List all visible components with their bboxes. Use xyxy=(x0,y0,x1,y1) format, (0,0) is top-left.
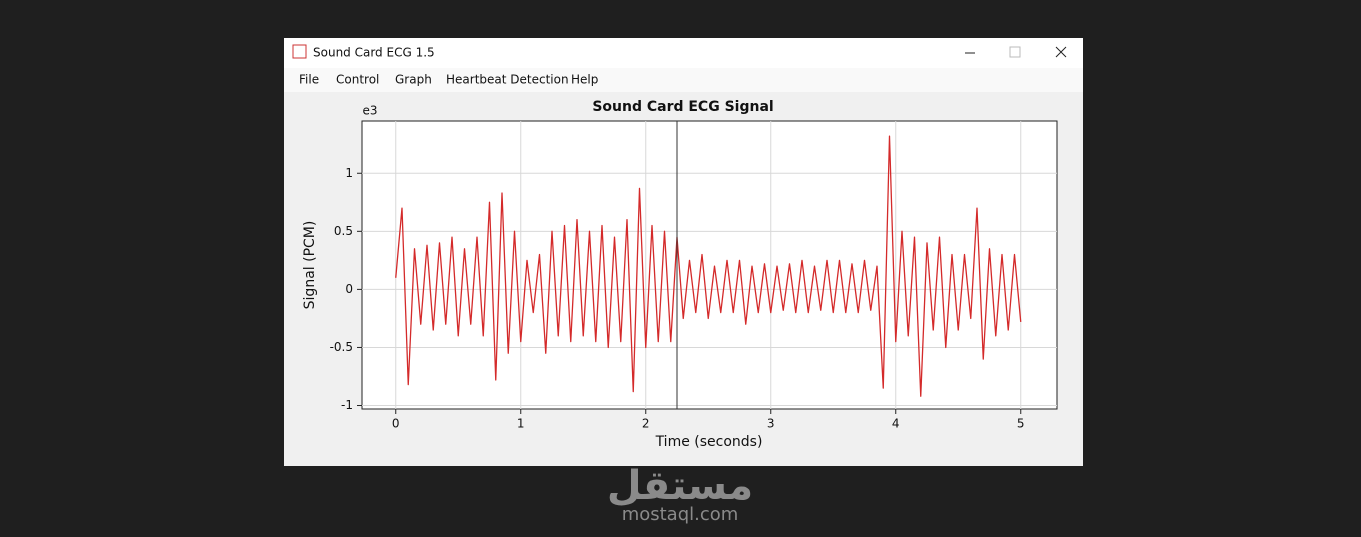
y-tick-label: 0 xyxy=(345,282,353,296)
menu-item[interactable]: Help xyxy=(571,73,598,87)
y-multiplier: e3 xyxy=(362,104,377,118)
y-tick-label: -0.5 xyxy=(330,340,353,354)
x-axis-label: Time (seconds) xyxy=(655,434,763,450)
y-tick-label: 1 xyxy=(345,166,353,180)
app-icon xyxy=(292,44,307,59)
y-tick-label: -1 xyxy=(341,398,353,412)
watermark-url: mostaql.com xyxy=(622,504,739,525)
x-tick-label: 4 xyxy=(892,417,900,431)
menu-item[interactable]: Graph xyxy=(395,73,432,87)
watermark-logo: مستقل xyxy=(607,463,753,509)
menu-item[interactable]: File xyxy=(299,73,319,87)
x-tick-label: 0 xyxy=(392,417,400,431)
window-title: Sound Card ECG 1.5 xyxy=(313,46,435,60)
x-tick-label: 2 xyxy=(642,417,650,431)
maximize-button[interactable] xyxy=(1009,46,1021,58)
menu-bar xyxy=(284,68,1083,92)
x-tick-label: 1 xyxy=(517,417,525,431)
title-bar xyxy=(284,38,1083,68)
y-axis-label: Signal (PCM) xyxy=(302,221,318,310)
menu-item[interactable]: Control xyxy=(336,73,379,87)
close-button[interactable] xyxy=(1055,46,1067,58)
x-tick-label: 3 xyxy=(767,417,775,431)
menu-item[interactable]: Heartbeat Detection xyxy=(446,73,569,87)
y-tick-label: 0.5 xyxy=(334,224,353,238)
x-tick-label: 5 xyxy=(1017,417,1025,431)
signal-line xyxy=(395,135,1022,397)
chart-title: Sound Card ECG Signal xyxy=(592,99,773,115)
